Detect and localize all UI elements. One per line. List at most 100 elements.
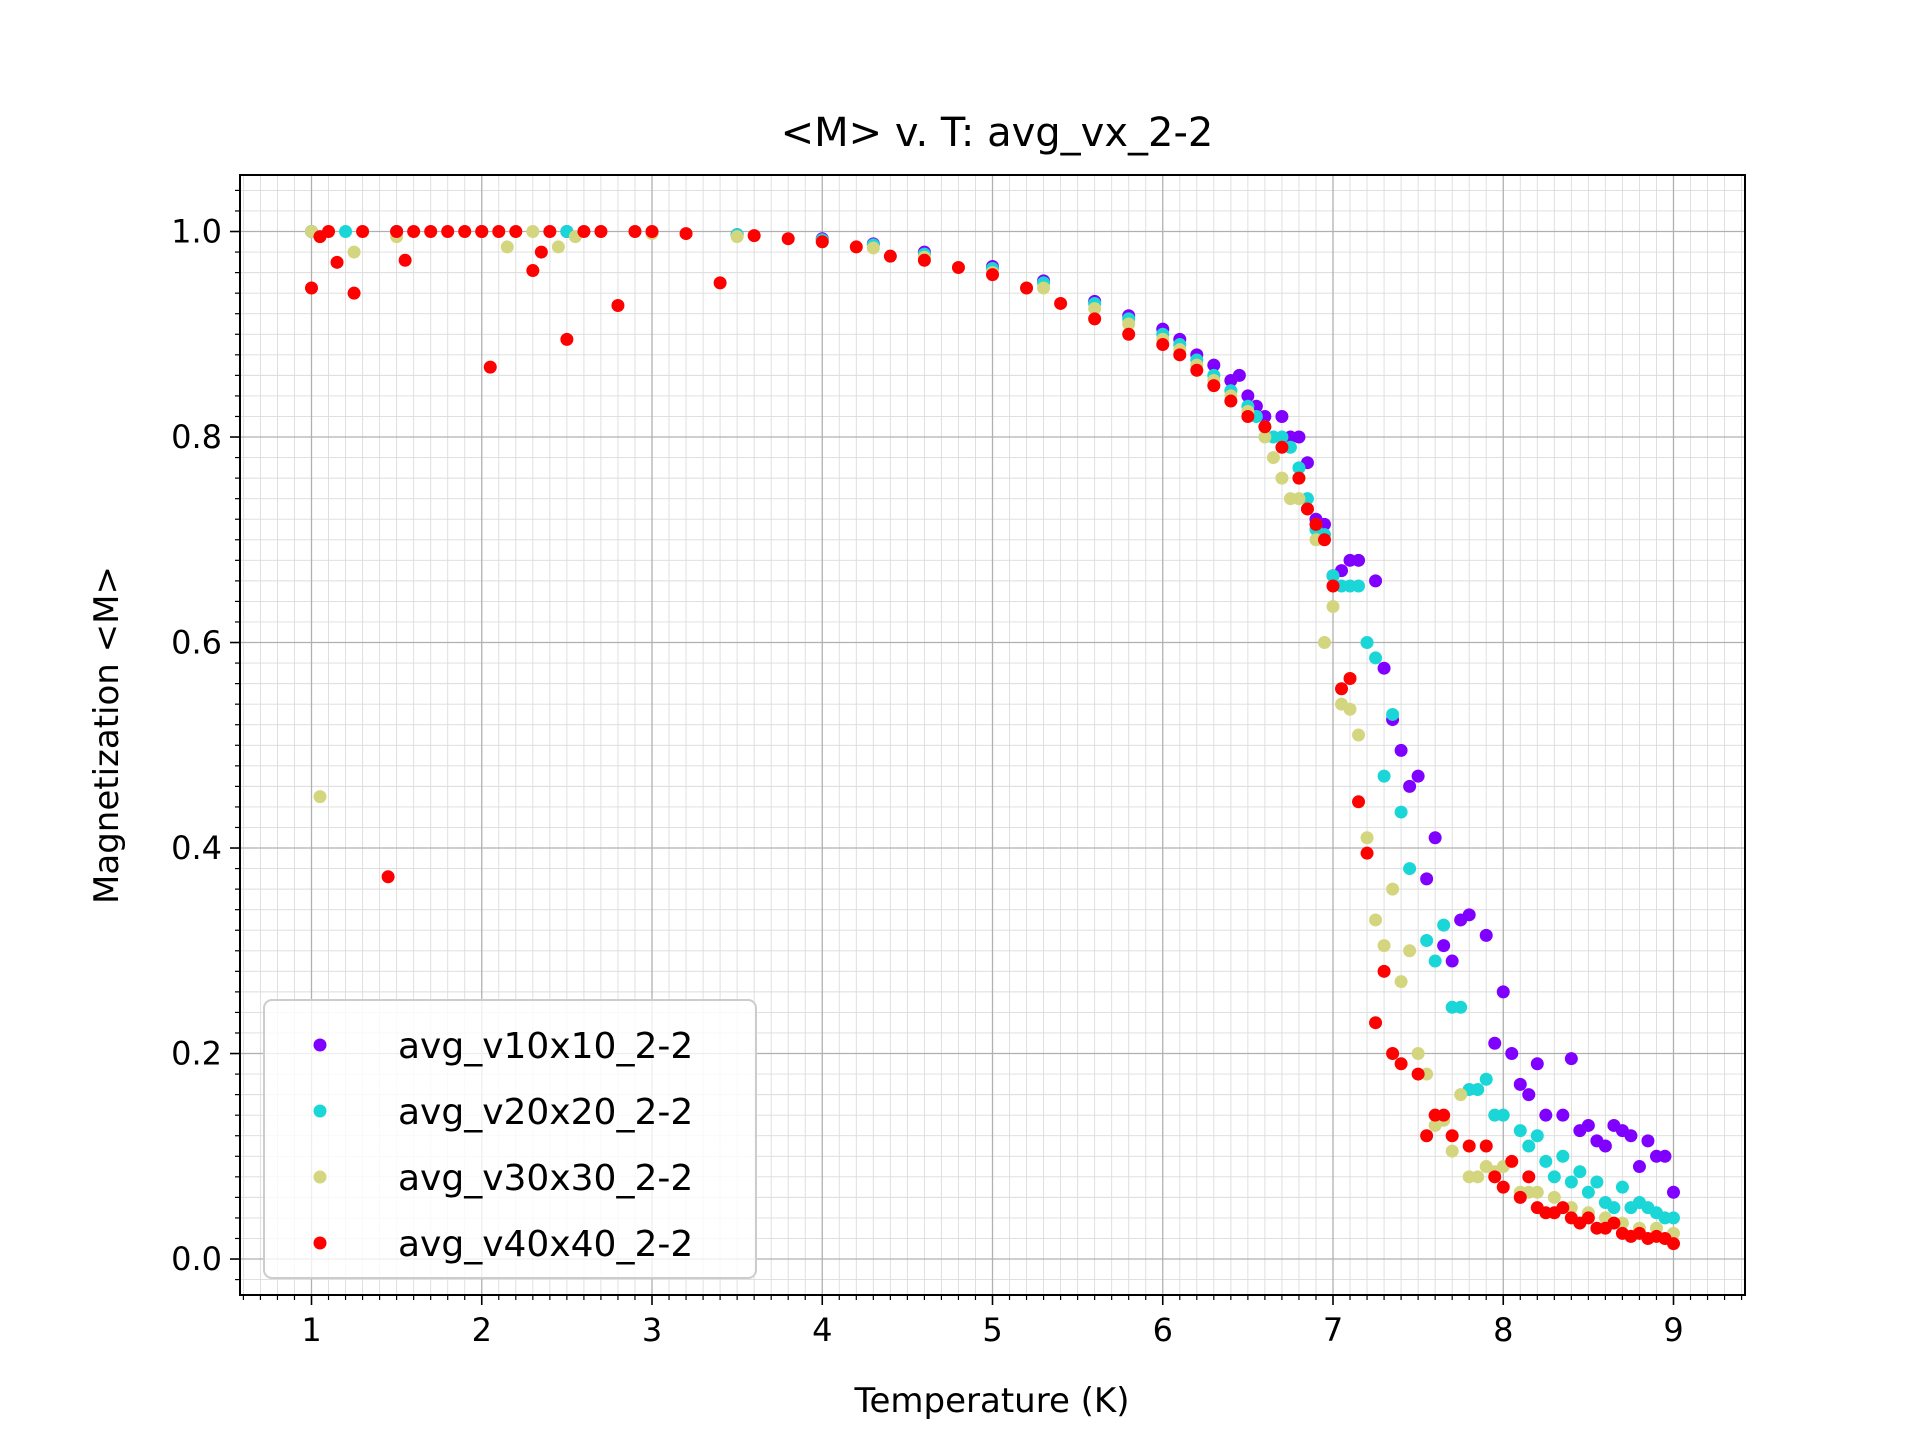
data-point [1122, 317, 1136, 331]
legend-label: avg_v30x30_2-2 [398, 1158, 693, 1199]
data-point [1207, 379, 1221, 393]
data-point [1352, 728, 1366, 742]
major-gridlines [240, 175, 1745, 1295]
data-point [1360, 831, 1374, 845]
data-point [1394, 975, 1408, 989]
data-point [1479, 1072, 1493, 1086]
data-point [1428, 831, 1442, 845]
data-point [1369, 574, 1383, 588]
data-point [628, 225, 642, 239]
data-point [407, 225, 421, 239]
data-point [1607, 1216, 1621, 1230]
data-point [381, 870, 395, 884]
data-point [1037, 281, 1051, 295]
data-point [781, 232, 795, 246]
data-point [1445, 1144, 1459, 1158]
data-point [1496, 1108, 1510, 1122]
data-point [526, 225, 540, 239]
data-point [1207, 358, 1221, 372]
data-point [1437, 918, 1451, 932]
data-point [1224, 394, 1238, 408]
data-point [1666, 1185, 1680, 1199]
data-point [1556, 1201, 1570, 1215]
data-point [594, 225, 608, 239]
data-point [1352, 553, 1366, 567]
data-point [866, 241, 880, 255]
x-tick-label: 5 [982, 1311, 1002, 1349]
x-tick-label: 3 [642, 1311, 662, 1349]
data-point [1530, 1185, 1544, 1199]
data-point [1615, 1180, 1629, 1194]
data-point [1513, 1190, 1527, 1204]
data-point [1232, 368, 1246, 382]
data-point [509, 225, 523, 239]
data-point [1530, 1057, 1544, 1071]
data-point [1173, 348, 1187, 362]
data-point [1292, 492, 1306, 506]
data-point [1581, 1211, 1595, 1225]
data-point [347, 286, 361, 300]
x-axis: 1 2 3 4 5 6 7 8 9 [242, 1295, 1743, 1349]
data-point [679, 227, 693, 241]
data-point [1122, 327, 1136, 341]
x-tick-label: 7 [1323, 1311, 1343, 1349]
data-point [1394, 743, 1408, 757]
data-point [1641, 1134, 1655, 1148]
data-point [1275, 440, 1289, 454]
data-point [1479, 928, 1493, 942]
legend-label: avg_v20x20_2-2 [398, 1092, 693, 1133]
data-point [1556, 1108, 1570, 1122]
data-point [1377, 939, 1391, 953]
data-point [1454, 1088, 1468, 1102]
data-point [1088, 312, 1102, 326]
data-point [1317, 533, 1331, 547]
chart-title: <M> v. T: avg_vx_2-2 [781, 110, 1214, 156]
data-point [322, 225, 336, 239]
data-point [330, 255, 344, 269]
data-point [1326, 569, 1340, 583]
data-point [1547, 1170, 1561, 1184]
data-point [611, 298, 625, 312]
data-point [1352, 579, 1366, 593]
data-point [1666, 1211, 1680, 1225]
data-point [1488, 1036, 1502, 1050]
data-point [951, 260, 965, 274]
y-tick-label: 0.2 [171, 1035, 222, 1073]
data-point [500, 240, 514, 254]
data-point [1309, 517, 1323, 531]
data-point [713, 276, 727, 290]
data-point [645, 225, 659, 239]
data-point [1411, 1067, 1425, 1081]
x-tick-label: 9 [1663, 1311, 1683, 1349]
data-point [339, 225, 353, 239]
data-point [1573, 1165, 1587, 1179]
data-point [1462, 908, 1476, 922]
data-point [1403, 862, 1417, 876]
data-point [551, 240, 565, 254]
x-tick-label: 8 [1493, 1311, 1513, 1349]
data-point [1266, 451, 1280, 465]
data-point [1241, 389, 1255, 403]
series-4 [305, 225, 1680, 1251]
data-point [1556, 1149, 1570, 1163]
data-point [1394, 1057, 1408, 1071]
data-point [560, 332, 574, 346]
x-tick-label: 6 [1153, 1311, 1173, 1349]
data-point [1326, 600, 1340, 614]
y-tick-label: 0.6 [171, 624, 222, 662]
data-point [1530, 1129, 1544, 1143]
data-point [1513, 1124, 1527, 1138]
legend-marker [313, 1236, 327, 1250]
data-point [526, 264, 540, 278]
data-point [1360, 636, 1374, 650]
data-point [1437, 1108, 1451, 1122]
data-point [1258, 430, 1272, 444]
data-point [1624, 1129, 1638, 1143]
x-tick-label: 1 [301, 1311, 321, 1349]
data-point [1454, 1000, 1468, 1014]
x-axis-label: Temperature (K) [853, 1381, 1129, 1421]
data-point [441, 225, 455, 239]
data-point [1658, 1149, 1672, 1163]
data-point [1496, 985, 1510, 999]
